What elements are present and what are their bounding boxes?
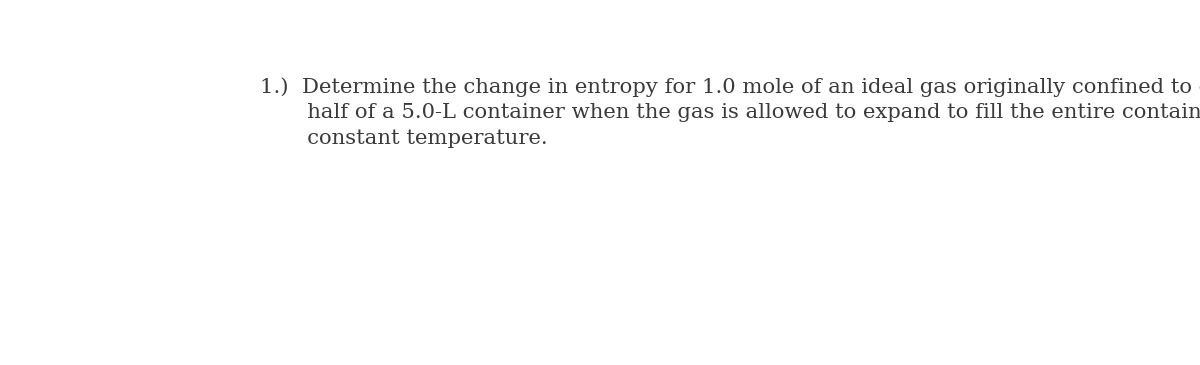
Text: half of a 5.0-L container when the gas is allowed to expand to fill the entire c: half of a 5.0-L container when the gas i… bbox=[259, 103, 1200, 122]
Text: constant temperature.: constant temperature. bbox=[259, 129, 547, 148]
Text: 1.)  Determine the change in entropy for 1.0 mole of an ideal gas originally con: 1.) Determine the change in entropy for … bbox=[259, 77, 1200, 97]
